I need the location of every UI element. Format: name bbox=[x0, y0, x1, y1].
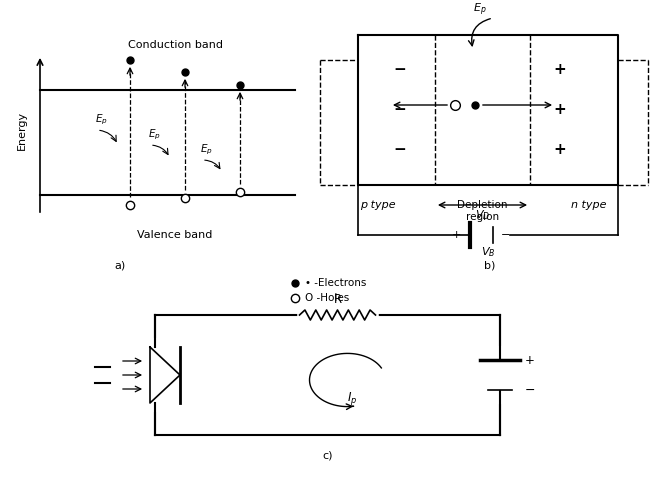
Text: $E_p$: $E_p$ bbox=[148, 128, 161, 142]
Text: −: − bbox=[525, 384, 536, 396]
Text: Conduction band: Conduction band bbox=[128, 40, 222, 50]
Text: −: − bbox=[393, 143, 407, 157]
Text: b): b) bbox=[484, 260, 495, 270]
Text: $E_p$: $E_p$ bbox=[95, 113, 108, 127]
Text: −: − bbox=[501, 230, 511, 240]
Text: +: + bbox=[553, 143, 567, 157]
Text: $I_p$: $I_p$ bbox=[347, 390, 358, 407]
Text: p type: p type bbox=[360, 200, 395, 210]
Text: −: − bbox=[393, 102, 407, 118]
Text: Depletion
region: Depletion region bbox=[457, 200, 508, 221]
Text: +: + bbox=[553, 63, 567, 77]
Text: $E_p$: $E_p$ bbox=[473, 2, 487, 18]
Text: O -Holes: O -Holes bbox=[305, 293, 349, 303]
Text: Valence band: Valence band bbox=[138, 230, 213, 240]
Text: $E_p$: $E_p$ bbox=[200, 143, 213, 157]
Text: $V_D$: $V_D$ bbox=[475, 208, 490, 222]
Text: +: + bbox=[525, 353, 535, 367]
Text: c): c) bbox=[322, 450, 333, 460]
Text: a): a) bbox=[114, 260, 126, 270]
Text: $V_B$: $V_B$ bbox=[481, 245, 495, 259]
Text: −: − bbox=[393, 63, 407, 77]
Text: +: + bbox=[553, 102, 567, 118]
Text: +: + bbox=[451, 230, 461, 240]
Text: • -Electrons: • -Electrons bbox=[305, 278, 367, 288]
Text: R: R bbox=[334, 293, 342, 306]
Text: Energy: Energy bbox=[17, 110, 27, 149]
Text: n type: n type bbox=[571, 200, 607, 210]
